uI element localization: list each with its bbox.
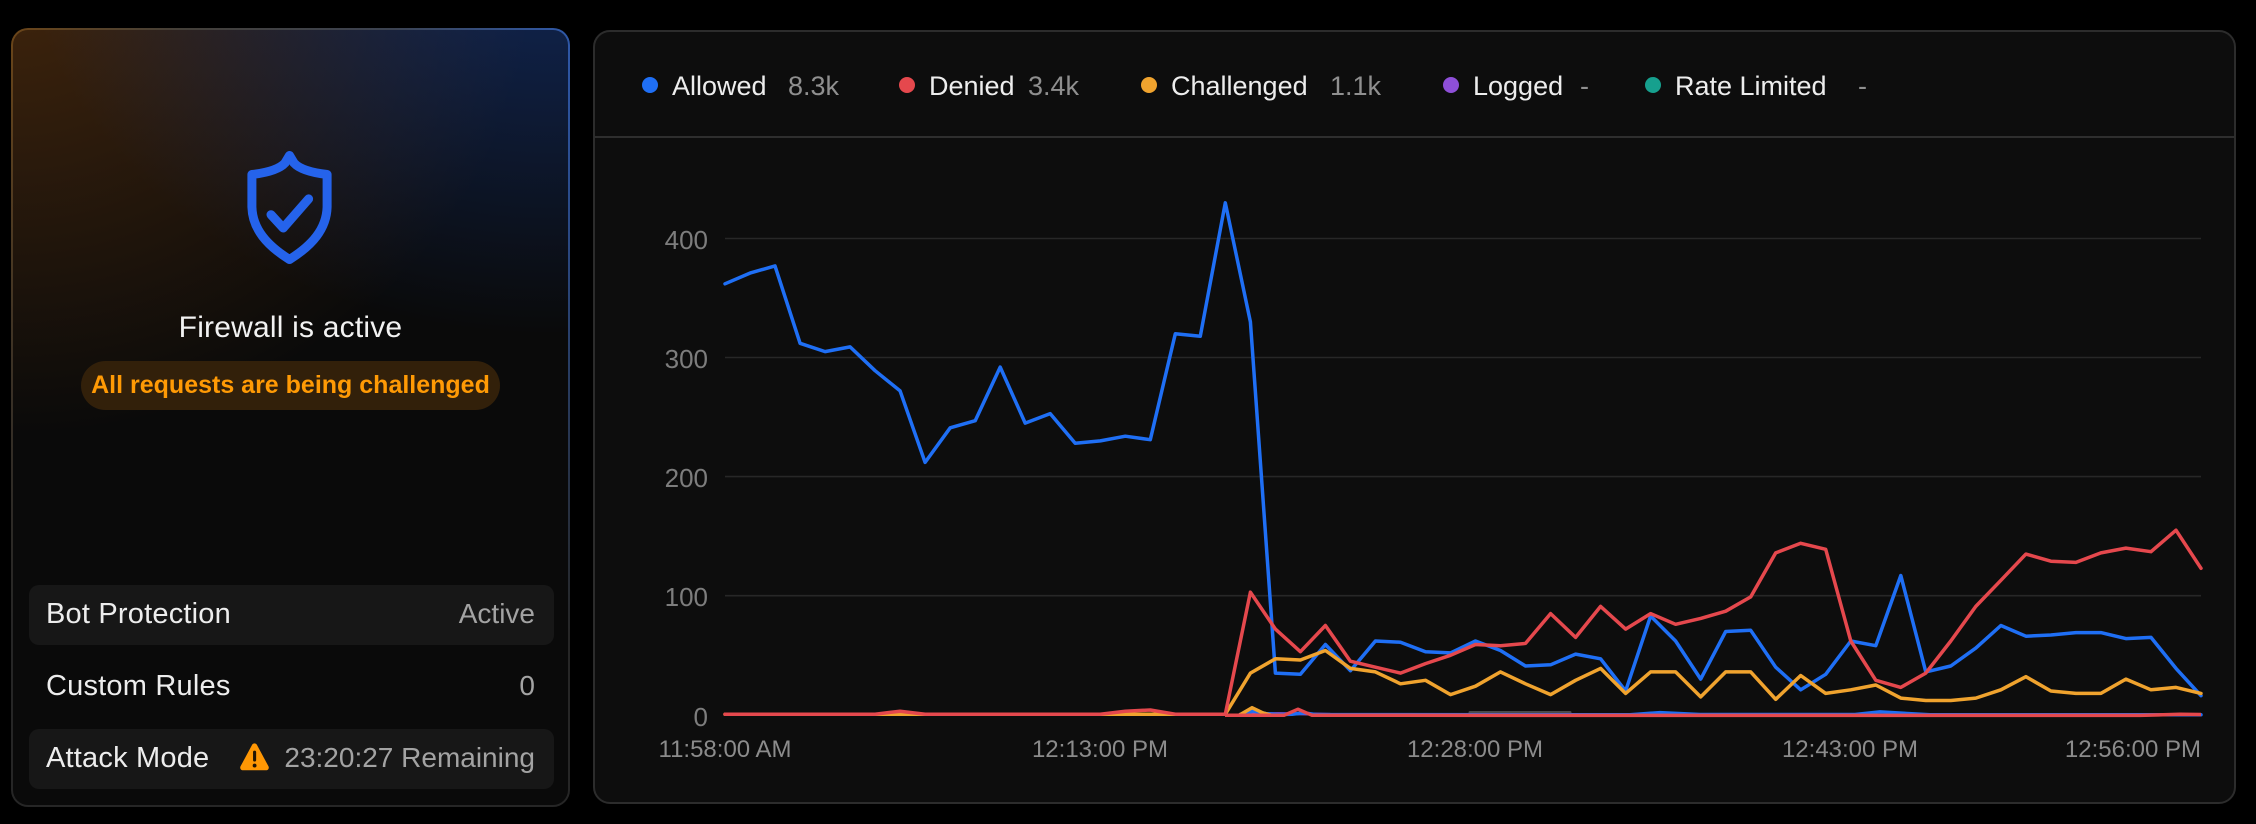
svg-text:400: 400 [665,225,708,255]
svg-text:12:43:00 PM: 12:43:00 PM [1782,736,1918,763]
svg-text:12:13:00 PM: 12:13:00 PM [1032,736,1168,763]
svg-text:12:56:00 PM: 12:56:00 PM [2065,736,2201,763]
svg-text:11:58:00 AM: 11:58:00 AM [659,736,792,763]
svg-text:12:28:00 PM: 12:28:00 PM [1407,736,1543,763]
svg-text:100: 100 [665,582,708,612]
svg-text:300: 300 [665,344,708,374]
svg-text:0: 0 [694,702,708,732]
svg-text:200: 200 [665,463,708,493]
